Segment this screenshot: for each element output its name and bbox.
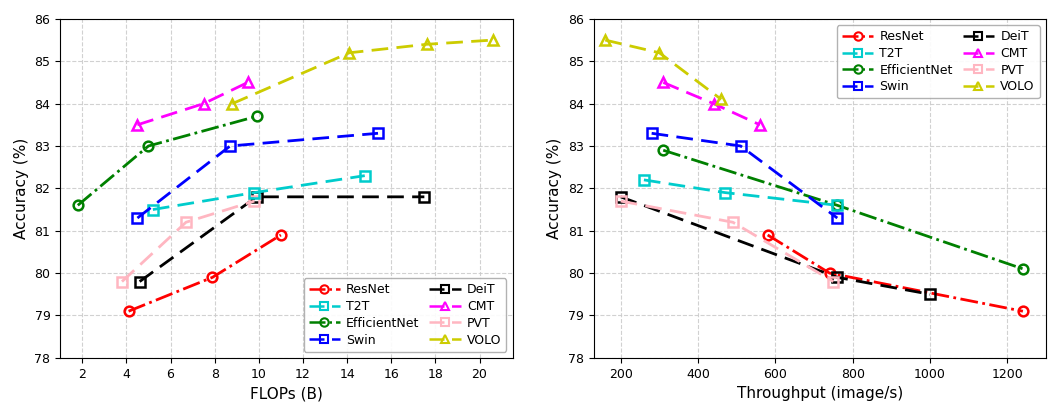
- Y-axis label: Accuracy (%): Accuracy (%): [14, 138, 29, 239]
- Legend: ResNet, T2T, EfficientNet, Swin, DeiT, CMT, PVT, VOLO: ResNet, T2T, EfficientNet, Swin, DeiT, C…: [837, 25, 1040, 98]
- X-axis label: Throughput (image/s): Throughput (image/s): [737, 386, 903, 401]
- Legend: ResNet, T2T, EfficientNet, Swin, DeiT, CMT, PVT, VOLO: ResNet, T2T, EfficientNet, Swin, DeiT, C…: [303, 278, 507, 352]
- Y-axis label: Accuracy (%): Accuracy (%): [547, 138, 563, 239]
- X-axis label: FLOPs (B): FLOPs (B): [250, 386, 323, 401]
